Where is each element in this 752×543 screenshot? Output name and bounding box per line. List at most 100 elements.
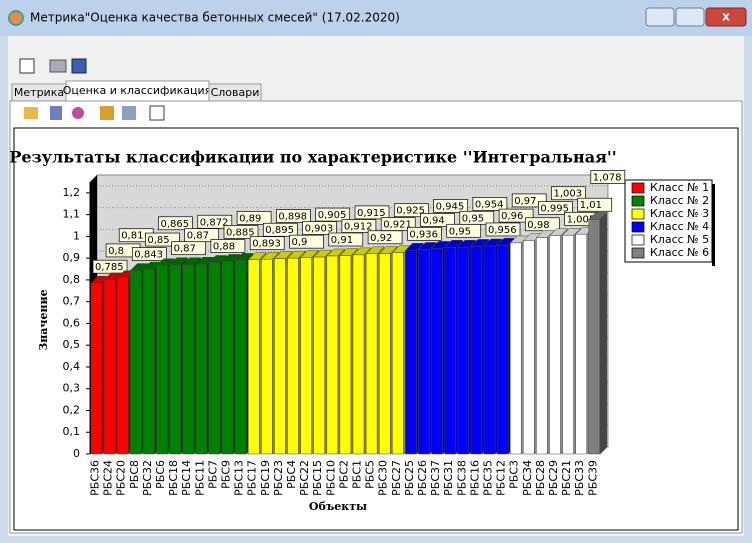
x-tick-label: РБС10 xyxy=(324,460,337,496)
value-label-box xyxy=(538,201,573,215)
toolbar-pie-button[interactable] xyxy=(72,107,84,119)
bar xyxy=(247,259,260,455)
value-label: 0,925 xyxy=(396,206,425,217)
value-label: 0,872 xyxy=(200,217,229,228)
tab-label: Словари xyxy=(211,86,260,99)
x-tick-label: РБС24 xyxy=(102,460,115,496)
bar xyxy=(287,257,299,455)
chart-title: Результаты классификации по характеристи… xyxy=(9,148,616,167)
value-label-box xyxy=(420,213,455,227)
value-label-box xyxy=(131,247,167,261)
bar xyxy=(352,254,365,455)
x-tick-label: РБС1 xyxy=(351,460,364,489)
title-bar xyxy=(0,0,752,36)
value-label: 0,95 xyxy=(449,226,471,237)
bar xyxy=(221,261,234,455)
bar xyxy=(509,242,522,455)
value-label: 0,956 xyxy=(488,225,517,236)
legend-swatch xyxy=(631,234,645,246)
toolbar-calc-button[interactable] xyxy=(50,106,62,120)
value-label-box xyxy=(341,219,377,233)
value-label-box xyxy=(459,210,495,225)
bar xyxy=(496,244,509,455)
y-tick-label: 0,7 xyxy=(63,295,81,308)
maximize-button[interactable] xyxy=(675,7,705,27)
value-label-box xyxy=(407,226,442,241)
bar xyxy=(261,258,273,455)
bar xyxy=(169,264,181,455)
x-tick-label: РБС32 xyxy=(141,460,154,496)
toolbar-props-button[interactable] xyxy=(122,106,136,120)
value-label-box xyxy=(249,236,285,251)
x-tick-label: РБС17 xyxy=(246,460,259,496)
value-label-box xyxy=(485,222,521,237)
close-glyph: x xyxy=(722,10,730,24)
value-label-box xyxy=(498,208,534,223)
value-label-box xyxy=(184,228,220,243)
x-tick-label: РБС36 xyxy=(89,460,102,496)
bar xyxy=(326,255,339,455)
bar xyxy=(274,258,286,455)
tab-label: Оценка и классификация xyxy=(63,84,211,97)
y-tick-label: 0,9 xyxy=(63,251,81,264)
value-label-box xyxy=(328,232,364,247)
toolbar-open-button[interactable] xyxy=(24,107,38,119)
value-label-box xyxy=(145,232,180,247)
x-tick-label: РБС9 xyxy=(220,460,233,489)
x-tick-label: РБС8 xyxy=(128,460,141,489)
value-label: 0,995 xyxy=(540,203,569,214)
x-axis-title: Объекты xyxy=(309,500,367,513)
bar xyxy=(143,268,155,455)
toolbar-save-button[interactable] xyxy=(71,58,87,74)
bar xyxy=(575,233,587,455)
value-label: 0,97 xyxy=(514,196,536,207)
legend-swatch xyxy=(631,182,645,194)
value-label: 0,91 xyxy=(331,235,353,246)
x-tick-label: РБС3 xyxy=(508,460,521,489)
toolbar-sort-button[interactable] xyxy=(149,105,165,121)
value-label: 0,92 xyxy=(370,233,392,244)
bar xyxy=(378,253,391,455)
value-label-box xyxy=(158,216,193,231)
bar xyxy=(208,262,221,455)
close-button[interactable] xyxy=(705,7,747,27)
x-tick-label: РБС38 xyxy=(455,460,468,496)
value-label: 0,785 xyxy=(95,262,124,273)
bar xyxy=(365,253,378,455)
x-tick-label: РБС2 xyxy=(337,460,350,489)
value-label: 0,895 xyxy=(265,225,294,236)
toolbar-open-button[interactable] xyxy=(19,58,35,74)
value-label: 0,885 xyxy=(226,227,255,238)
value-label: 0,89 xyxy=(239,213,261,224)
minimize-button[interactable] xyxy=(645,7,675,27)
bar xyxy=(313,256,325,455)
value-label: 0,9 xyxy=(292,237,308,248)
x-tick-label: РБС19 xyxy=(259,460,272,496)
app-icon xyxy=(8,10,24,26)
bar xyxy=(536,237,548,455)
value-label: 0,88 xyxy=(213,242,235,253)
legend-swatch xyxy=(631,195,645,207)
value-label-box xyxy=(315,207,351,222)
bar xyxy=(195,264,208,455)
legend-label: Класс № 6 xyxy=(650,246,709,259)
value-label-box xyxy=(380,217,416,231)
value-label: 0,903 xyxy=(305,224,334,235)
y-tick-label: 0,4 xyxy=(63,360,81,373)
value-label-box xyxy=(289,234,324,249)
value-label: 0,87 xyxy=(187,231,209,242)
bar xyxy=(431,248,443,455)
value-label: 0,893 xyxy=(252,239,281,250)
x-tick-label: РБС16 xyxy=(468,460,481,496)
bar xyxy=(444,247,456,455)
bar xyxy=(418,249,430,455)
toolbar-print-button[interactable] xyxy=(49,59,67,73)
bar xyxy=(103,279,116,455)
toolbar-bars-button[interactable] xyxy=(100,106,114,120)
x-tick-label: РБС12 xyxy=(495,460,508,496)
value-label: 1,01 xyxy=(580,200,602,211)
x-tick-label: РБС21 xyxy=(560,460,573,496)
tab-label: Метрика xyxy=(14,86,64,99)
legend-swatch xyxy=(631,247,645,259)
x-tick-label: РБС4 xyxy=(285,460,298,489)
